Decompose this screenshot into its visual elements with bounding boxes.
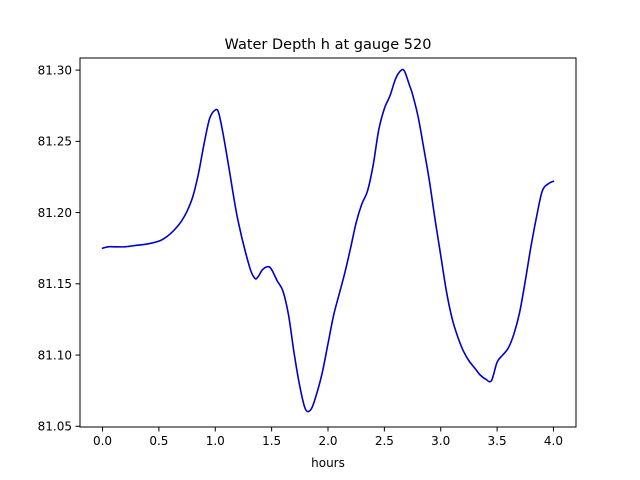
y-tick-label: 81.20 (38, 206, 72, 220)
x-axis-label: hours (311, 456, 345, 470)
y-tick-label: 81.10 (38, 348, 72, 362)
chart-title: Water Depth h at gauge 520 (225, 37, 432, 53)
x-tick-label: 1.0 (206, 434, 225, 448)
x-tick-label: 4.0 (544, 434, 563, 448)
y-tick-label: 81.15 (38, 277, 72, 291)
x-tick-label: 1.5 (262, 434, 281, 448)
plot-area (101, 68, 555, 413)
x-tick-label: 2.5 (375, 434, 394, 448)
y-tick-label: 81.05 (38, 420, 72, 434)
x-tick-label: 0.0 (93, 434, 112, 448)
y-axis-ticks: 81.05 81.10 81.15 81.20 81.25 81.30 (38, 63, 80, 434)
x-tick-label: 3.0 (431, 434, 450, 448)
y-tick-label: 81.30 (38, 63, 72, 77)
x-tick-label: 0.5 (149, 434, 168, 448)
x-tick-label: 2.0 (318, 434, 337, 448)
series-line-0 (101, 68, 555, 413)
x-axis-ticks: 0.0 0.5 1.0 1.5 2.0 2.5 3.0 3.5 4.0 (93, 427, 563, 448)
y-tick-label: 81.25 (38, 135, 72, 149)
x-tick-label: 3.5 (488, 434, 507, 448)
